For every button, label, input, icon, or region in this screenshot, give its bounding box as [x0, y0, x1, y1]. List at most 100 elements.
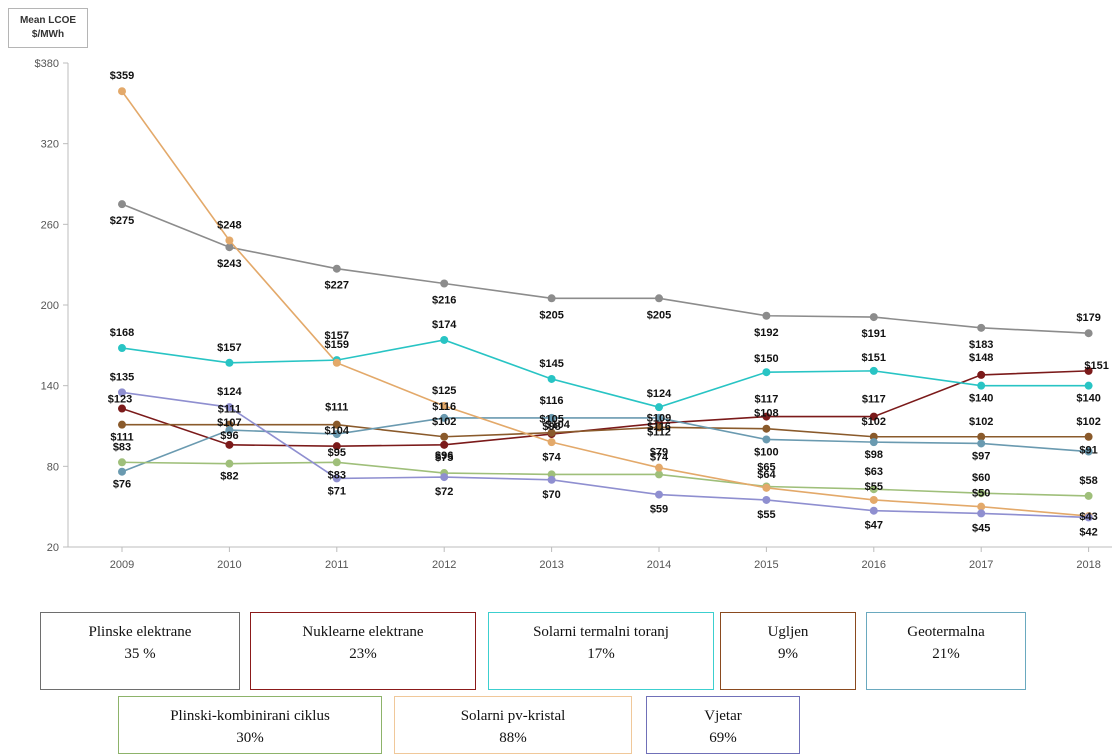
data-label: $157 — [217, 342, 241, 354]
data-label: $135 — [110, 371, 134, 383]
data-label: $108 — [754, 408, 778, 420]
data-point — [225, 243, 234, 252]
data-label: $102 — [1076, 416, 1100, 428]
data-point — [118, 388, 126, 397]
data-point — [225, 236, 234, 245]
series-line-0 — [121, 203, 1089, 335]
y-axis-title-box: Mean LCOE $/MWh — [8, 8, 88, 48]
data-point — [547, 475, 556, 484]
data-label: $140 — [1076, 393, 1100, 405]
data-label: $205 — [539, 309, 563, 321]
data-label: $82 — [220, 471, 238, 483]
data-point — [440, 401, 449, 410]
data-point — [547, 438, 556, 447]
data-label: $70 — [542, 489, 560, 501]
data-label: $64 — [757, 469, 776, 481]
data-label: $174 — [432, 319, 457, 331]
data-point — [1084, 432, 1093, 441]
data-point — [547, 428, 556, 437]
line-chart: $380 320 260 200 140 80 20 2009 2010 2011 2012 2013… — [35, 58, 1112, 571]
series-line-5 — [121, 461, 1089, 497]
x-tick-label: 2012 — [432, 559, 456, 571]
data-label: $97 — [972, 450, 990, 462]
y-tick-label: 80 — [47, 461, 59, 473]
data-point — [332, 430, 341, 439]
series-line-3 — [122, 423, 1089, 438]
data-label: $151 — [862, 352, 886, 364]
data-label: $359 — [110, 70, 134, 82]
y-tick-label: 260 — [41, 219, 59, 231]
data-label: $227 — [325, 280, 349, 292]
data-point — [762, 412, 771, 421]
series-line-6 — [121, 90, 1089, 517]
data-point — [440, 335, 449, 344]
data-label: $150 — [754, 353, 778, 365]
data-point — [655, 490, 663, 499]
data-label: $192 — [754, 327, 778, 339]
data-point — [655, 423, 663, 432]
y-axis-title: Mean LCOE $/MWh — [19, 15, 77, 40]
legend-label: Solarni pv-kristal — [460, 708, 566, 724]
data-point — [977, 370, 986, 379]
data-point — [118, 344, 126, 353]
legend-percent: 9% — [778, 646, 798, 662]
data-label: $216 — [432, 294, 456, 306]
data-label: $43 — [1079, 511, 1097, 523]
data-point — [977, 432, 986, 441]
data-point — [118, 420, 126, 429]
series-line-4 — [121, 417, 1089, 473]
data-label: $95 — [328, 447, 346, 459]
data-label: $74 — [650, 451, 669, 463]
data-point — [332, 264, 341, 273]
data-label: $116 — [432, 401, 456, 413]
data-label: $117 — [862, 394, 886, 406]
series-line-2 — [121, 339, 1089, 409]
data-point — [869, 313, 878, 322]
legend-percent: 69% — [709, 730, 737, 746]
data-label: $60 — [972, 472, 990, 484]
data-point — [655, 470, 663, 479]
data-point — [332, 358, 341, 367]
x-tick-label: 2009 — [110, 559, 134, 571]
data-point — [332, 420, 341, 429]
data-point — [332, 458, 341, 467]
data-point — [440, 279, 449, 288]
data-label: $157 — [325, 330, 349, 342]
data-label: $107 — [217, 417, 241, 429]
data-point — [869, 506, 878, 515]
data-label: $179 — [1076, 312, 1100, 324]
data-point — [225, 426, 234, 435]
legend-item-plinske-elektrane: Plinske elektrane 35 % — [40, 612, 240, 690]
data-point — [225, 358, 234, 367]
x-tick-label: 2015 — [754, 559, 778, 571]
data-label: $183 — [969, 339, 993, 351]
data-point — [869, 412, 878, 421]
legend-percent: 35 % — [124, 646, 156, 662]
data-label: $111 — [325, 402, 348, 414]
data-point — [977, 502, 986, 511]
y-tick-label: 140 — [41, 381, 59, 393]
data-label: $72 — [435, 486, 453, 498]
data-point — [869, 485, 878, 494]
data-label: $117 — [754, 394, 778, 406]
data-label: $191 — [862, 328, 886, 340]
data-point — [332, 474, 341, 483]
data-label: $168 — [110, 327, 134, 339]
data-point — [1084, 491, 1093, 500]
data-point — [655, 294, 663, 303]
data-point — [762, 311, 771, 320]
legend-percent: 30% — [236, 730, 264, 746]
data-point — [440, 473, 449, 482]
series-line-7 — [121, 391, 1089, 519]
data-point — [118, 200, 126, 209]
data-point — [547, 294, 556, 303]
data-label: $63 — [865, 466, 883, 478]
data-label: $98 — [542, 421, 560, 433]
data-label: $96 — [220, 430, 238, 442]
data-label: $55 — [757, 509, 775, 521]
legend-item-solarni-termalni-toranj: Solarni termalni toranj 17% — [488, 612, 714, 690]
x-tick-label: 2013 — [539, 559, 563, 571]
legend-label: Vjetar — [704, 708, 742, 724]
y-tick-label: 200 — [41, 300, 59, 312]
data-label: $98 — [865, 449, 883, 461]
